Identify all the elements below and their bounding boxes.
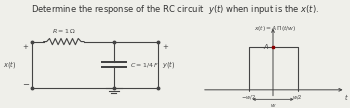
Text: $A$: $A$ (263, 42, 270, 51)
Text: $y(t)$: $y(t)$ (162, 59, 175, 70)
Text: −: − (22, 80, 29, 89)
Text: Determine the response of the RC circuit  $y(t)$ when input is the $x(t)$.: Determine the response of the RC circuit… (31, 3, 319, 16)
Text: $R = 1\,\Omega$: $R = 1\,\Omega$ (52, 28, 76, 36)
Text: +: + (162, 44, 168, 50)
Text: +: + (22, 44, 28, 50)
Text: $x(t) = A\,\Pi(t/w)$: $x(t) = A\,\Pi(t/w)$ (254, 24, 296, 33)
Text: $-w/2$: $-w/2$ (241, 93, 256, 101)
Text: $t$: $t$ (344, 92, 348, 102)
Text: $x(t)$: $x(t)$ (3, 59, 16, 70)
Text: $w/2$: $w/2$ (292, 93, 303, 101)
Text: $w$: $w$ (270, 102, 276, 108)
Text: $C = 1/4\,F$: $C = 1/4\,F$ (131, 61, 159, 69)
